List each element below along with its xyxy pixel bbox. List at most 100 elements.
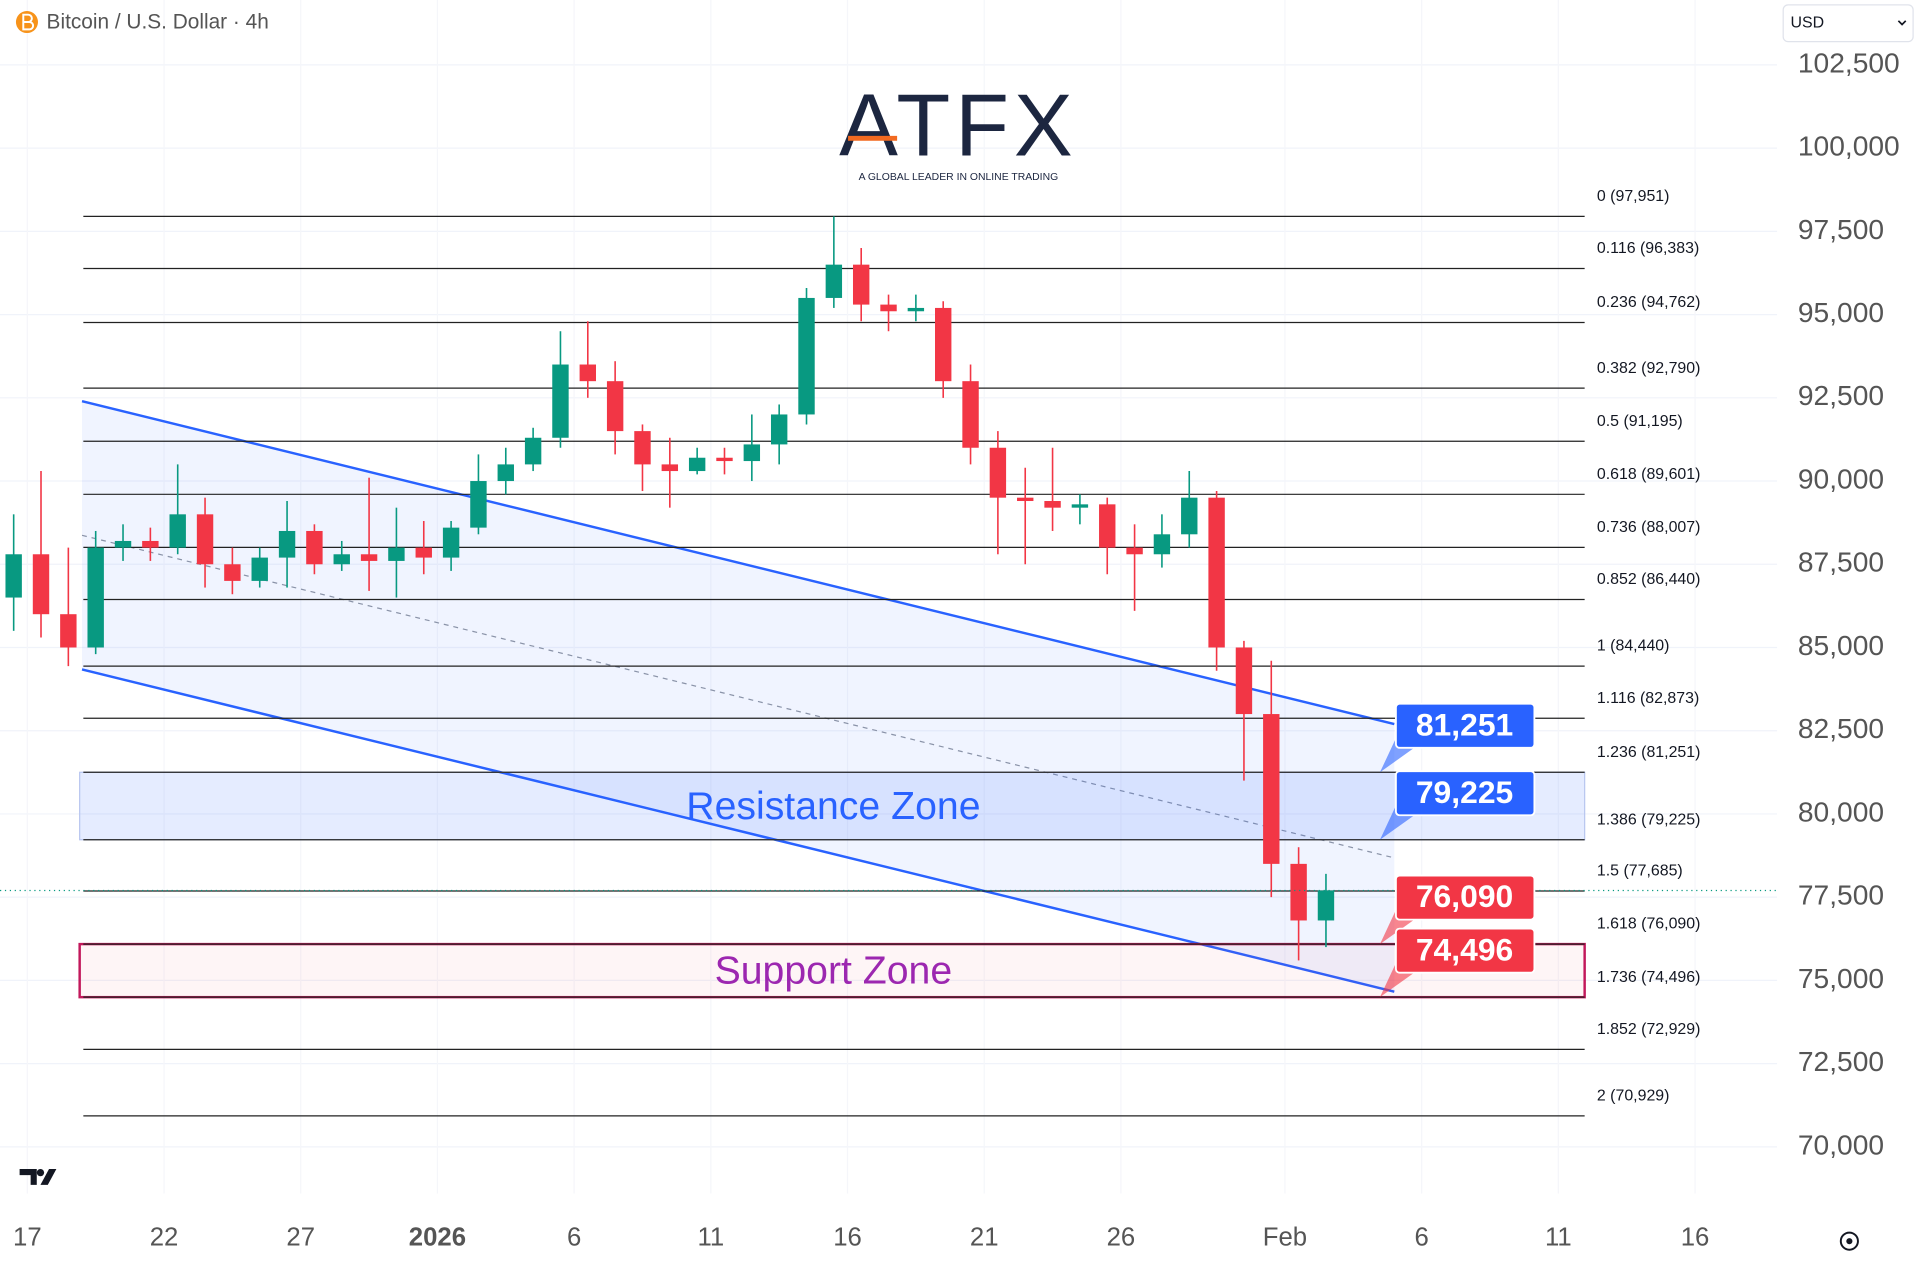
y-tick-label: 100,000	[1798, 130, 1900, 162]
chevron	[1897, 20, 1907, 26]
candle-body	[1017, 497, 1034, 502]
candle-body	[1153, 534, 1171, 555]
x-tick-label: Feb	[1263, 1224, 1307, 1252]
badge-label: 74,496	[1416, 931, 1513, 967]
candle-body	[1126, 547, 1143, 555]
candle-body	[32, 554, 50, 615]
y-tick-label: 102,500	[1798, 46, 1900, 78]
candle-body	[169, 514, 186, 548]
candle-body	[360, 554, 378, 561]
candle-body	[825, 264, 843, 298]
candle-body	[1181, 497, 1198, 535]
zone-label: Support Zone	[715, 949, 953, 992]
candle-body	[1263, 714, 1280, 864]
candle-body	[634, 431, 651, 465]
fib-label: 1.618 (76,090)	[1597, 916, 1701, 933]
y-tick-label: 72,500	[1798, 1045, 1884, 1077]
candle-body	[1071, 504, 1089, 508]
x-tick-label: 21	[970, 1224, 999, 1252]
candle-body	[524, 437, 542, 465]
candle-body	[880, 304, 897, 312]
y-tick-label: 87,500	[1798, 546, 1884, 578]
currency-select[interactable]	[1782, 4, 1914, 43]
x-tick-label: 16	[1681, 1224, 1710, 1252]
zone	[79, 771, 1586, 841]
x-tick-label: 27	[286, 1224, 315, 1252]
fib-label: 2 (70,929)	[1597, 1088, 1670, 1105]
x-tick-label: 26	[1107, 1224, 1136, 1252]
badge	[1394, 874, 1536, 921]
fib-label: 1 (84,440)	[1597, 638, 1670, 655]
y-tick-label: 82,500	[1798, 712, 1884, 744]
fib-label: 1.116 (82,873)	[1597, 690, 1699, 707]
fib-label: 1.852 (72,929)	[1597, 1021, 1701, 1038]
candle-body	[333, 554, 350, 565]
candle-body	[743, 444, 761, 462]
x-tick-label: 11	[1545, 1224, 1572, 1252]
candle-body	[60, 614, 77, 648]
candle-body	[907, 307, 925, 312]
candle-body	[5, 554, 22, 598]
candle-body	[661, 464, 679, 472]
badge	[1394, 770, 1536, 817]
y-tick-label: 85,000	[1798, 629, 1884, 661]
candle-body	[770, 414, 788, 445]
x-tick-label: 17	[13, 1224, 42, 1252]
x-tick-label: 6	[1414, 1224, 1428, 1252]
candle-body	[142, 540, 159, 548]
x-tick-label: 6	[567, 1224, 581, 1252]
brand-accent	[848, 135, 898, 141]
candle-body	[251, 557, 268, 581]
candle-body	[1099, 504, 1116, 548]
coin-glyph	[22, 13, 35, 31]
candle-body	[196, 514, 214, 565]
candle-body	[552, 364, 569, 438]
grid-layer	[0, 64, 1778, 1148]
candle-body	[1290, 863, 1307, 921]
y-tick-label: 75,000	[1798, 962, 1884, 994]
candle-body	[114, 540, 132, 548]
brand-tagline: A GLOBAL LEADER IN ONLINE TRADING	[859, 172, 1059, 183]
tv-logo-dot	[36, 1168, 45, 1177]
fib-label: 0 (97,951)	[1597, 188, 1670, 205]
fib-label: 0.618 (89,601)	[1597, 466, 1701, 483]
candle-body	[606, 381, 624, 432]
candle-body	[852, 264, 870, 305]
tv-logo	[19, 1168, 57, 1185]
candle-body	[306, 530, 323, 565]
candle-body	[470, 481, 487, 528]
candle-body	[1044, 501, 1061, 508]
badge	[1394, 702, 1536, 749]
fib-label: 1.236 (81,251)	[1597, 744, 1701, 761]
candle-body	[415, 547, 432, 558]
y-tick-label: 77,500	[1798, 879, 1884, 911]
fib-label: 1.5 (77,685)	[1597, 863, 1683, 880]
badge	[1394, 927, 1536, 974]
candle-body	[579, 364, 596, 382]
y-tick-label: 92,500	[1798, 379, 1884, 411]
y-tick-label: 90,000	[1798, 462, 1884, 494]
currency: USD	[1791, 14, 1825, 31]
candle-body	[388, 547, 405, 561]
candle-body	[278, 530, 296, 558]
fib-label: 0.236 (94,762)	[1597, 294, 1701, 311]
candle-body	[962, 381, 979, 448]
y-tick-label: 70,000	[1798, 1128, 1884, 1160]
chart-title: Bitcoin / U.S. Dollar · 4h	[47, 11, 269, 34]
x-tick-label: 2026	[409, 1224, 466, 1252]
settings-button[interactable]	[1839, 1231, 1859, 1251]
badge-label: 79,225	[1416, 774, 1513, 810]
candle-body	[442, 527, 460, 558]
y-tick-label: 97,500	[1798, 213, 1884, 245]
badge-label: 81,251	[1416, 706, 1513, 742]
channel-lower	[81, 668, 1395, 993]
candle-body	[688, 457, 706, 472]
zone-label: Resistance Zone	[686, 785, 980, 828]
fib-label: 0.116 (96,383)	[1597, 240, 1699, 257]
fib-label: 1.736 (74,496)	[1597, 969, 1701, 986]
x-tick-label: 11	[697, 1224, 724, 1252]
candle-body	[935, 307, 952, 382]
fib-label: 1.386 (79,225)	[1597, 811, 1701, 828]
